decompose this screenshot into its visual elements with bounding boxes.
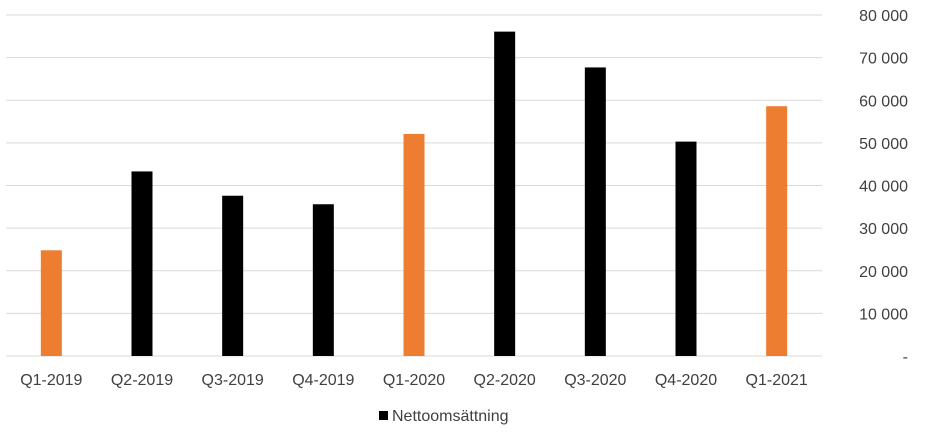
- x-tick-label: Q1-2020: [383, 372, 445, 389]
- bar: [222, 195, 244, 356]
- bars: [40, 31, 788, 357]
- x-tick-label: Q2-2019: [111, 372, 173, 389]
- y-tick-label: 50 000: [859, 136, 908, 153]
- y-tick-label: 30 000: [859, 221, 908, 238]
- bar: [766, 106, 788, 356]
- x-tick-label: Q1-2019: [20, 372, 82, 389]
- y-tick-label: 70 000: [859, 51, 908, 68]
- bar: [494, 31, 516, 357]
- y-axis-labels: - 10 000 20 000 30 000 40 000 50 000 60 000 70 …: [859, 8, 908, 366]
- bar: [131, 171, 153, 356]
- legend-label: Nettoomsättning: [392, 408, 509, 425]
- x-axis-labels: Q1-2019 Q2-2019 Q3-2019 Q4-2019 Q1-2020 Q2-20…: [20, 372, 808, 389]
- y-tick-label: 60 000: [859, 93, 908, 110]
- y-tick-label: 20 000: [859, 264, 908, 281]
- x-tick-label: Q4-2020: [655, 372, 717, 389]
- y-tick-label: 40 000: [859, 179, 908, 196]
- bar: [312, 204, 334, 356]
- y-tick-label: -: [903, 349, 908, 366]
- x-tick-label: Q1-2021: [746, 372, 808, 389]
- bar: [584, 67, 606, 357]
- x-tick-label: Q3-2019: [202, 372, 264, 389]
- legend: Nettoomsättning: [379, 408, 509, 425]
- bar: [40, 250, 62, 356]
- legend-swatch: [379, 411, 388, 420]
- y-tick-label: 80 000: [859, 8, 908, 25]
- x-tick-label: Q3-2020: [564, 372, 626, 389]
- y-tick-label: 10 000: [859, 306, 908, 323]
- x-tick-label: Q2-2020: [474, 372, 536, 389]
- bar: [403, 133, 425, 356]
- bar: [675, 141, 697, 356]
- x-tick-label: Q4-2019: [292, 372, 354, 389]
